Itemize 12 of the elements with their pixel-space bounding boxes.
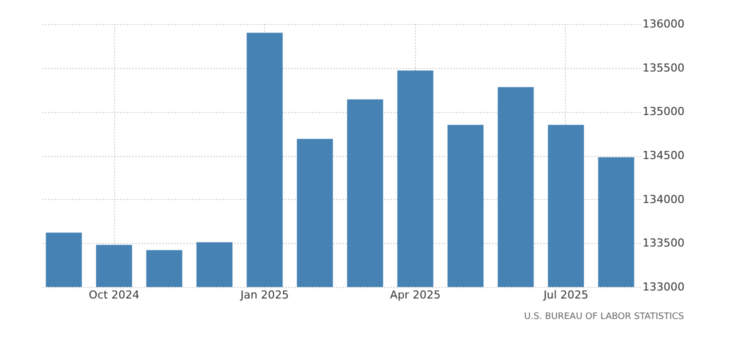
y-tick-label: 135500 [642,61,684,74]
y-tick-label: 133500 [642,236,684,250]
y-tick-label: 133000 [642,280,684,294]
text: U.S. BUREAU OF LABOR STATISTICS [524,312,684,322]
y-tick-label: 136000 [642,18,684,30]
y-tick-label: 134500 [642,149,684,162]
x-tick-label: Jan 2025 [239,288,289,302]
x-tick-label: Jul 2025 [542,288,588,302]
y-tick-label: 134000 [642,192,684,206]
x-tick-label: Apr 2025 [390,288,441,302]
y-tick-label: 135000 [642,105,684,118]
x-tick-label: Oct 2024 [88,288,140,302]
